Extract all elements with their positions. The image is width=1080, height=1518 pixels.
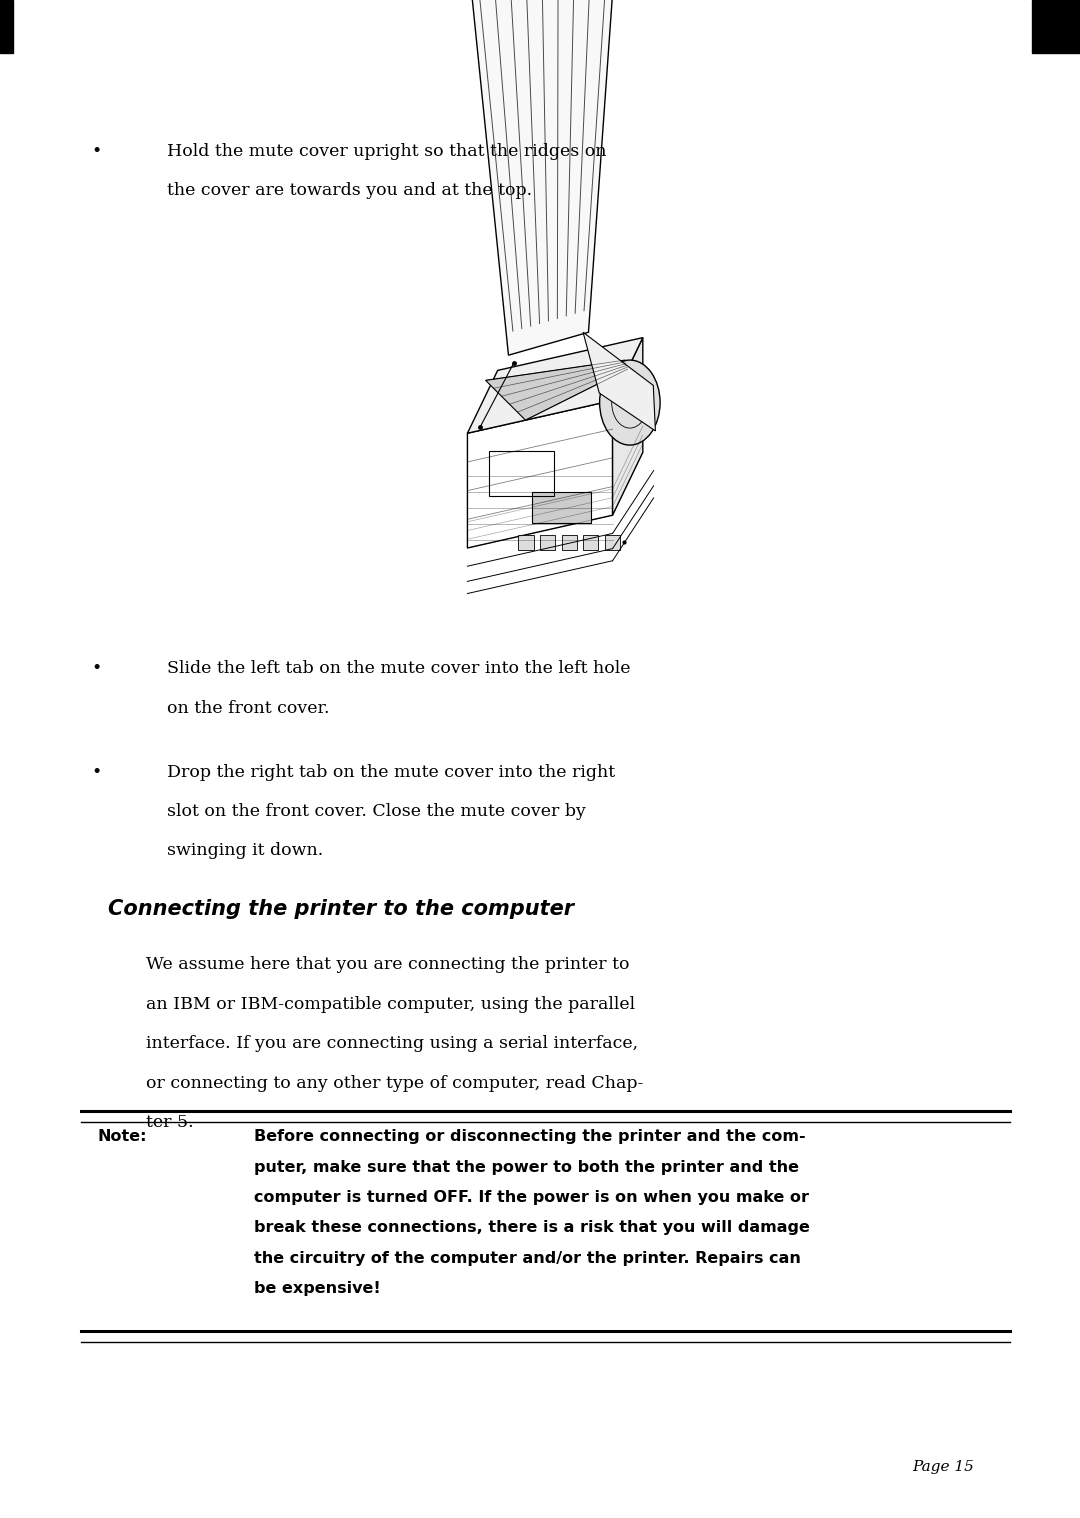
- Text: computer is turned OFF. If the power is on when you make or: computer is turned OFF. If the power is …: [254, 1190, 809, 1205]
- Bar: [540, 534, 555, 550]
- Text: break these connections, there is a risk that you will damage: break these connections, there is a risk…: [254, 1220, 810, 1236]
- Bar: [518, 534, 534, 550]
- Text: an IBM or IBM-compatible computer, using the parallel: an IBM or IBM-compatible computer, using…: [146, 996, 635, 1013]
- Polygon shape: [612, 337, 643, 515]
- Text: Page 15: Page 15: [913, 1460, 974, 1474]
- Text: on the front cover.: on the front cover.: [167, 700, 329, 716]
- Text: Connecting the printer to the computer: Connecting the printer to the computer: [108, 899, 573, 918]
- Text: Hold the mute cover upright so that the ridges on: Hold the mute cover upright so that the …: [167, 143, 607, 159]
- Text: •: •: [92, 764, 102, 780]
- Polygon shape: [486, 360, 627, 420]
- Text: •: •: [92, 143, 102, 159]
- Text: •: •: [92, 660, 102, 677]
- Text: Slide the left tab on the mute cover into the left hole: Slide the left tab on the mute cover int…: [167, 660, 631, 677]
- Polygon shape: [444, 0, 632, 355]
- Text: swinging it down.: swinging it down.: [167, 842, 324, 859]
- Text: be expensive!: be expensive!: [254, 1281, 380, 1296]
- Text: the circuitry of the computer and/or the printer. Repairs can: the circuitry of the computer and/or the…: [254, 1251, 800, 1266]
- Text: ter 5.: ter 5.: [146, 1114, 193, 1131]
- Bar: [0, 0, 13, 53]
- Text: Before connecting or disconnecting the printer and the com-: Before connecting or disconnecting the p…: [254, 1129, 806, 1145]
- Bar: [531, 492, 592, 522]
- Text: puter, make sure that the power to both the printer and the: puter, make sure that the power to both …: [254, 1160, 799, 1175]
- Text: slot on the front cover. Close the mute cover by: slot on the front cover. Close the mute …: [167, 803, 586, 820]
- Text: interface. If you are connecting using a serial interface,: interface. If you are connecting using a…: [146, 1035, 638, 1052]
- Bar: [583, 534, 598, 550]
- Bar: [1032, 0, 1080, 53]
- Text: We assume here that you are connecting the printer to: We assume here that you are connecting t…: [146, 956, 630, 973]
- Text: Note:: Note:: [97, 1129, 147, 1145]
- Polygon shape: [468, 337, 643, 433]
- Text: the cover are towards you and at the top.: the cover are towards you and at the top…: [167, 182, 532, 199]
- Text: or connecting to any other type of computer, read Chap-: or connecting to any other type of compu…: [146, 1075, 644, 1091]
- Bar: [605, 534, 620, 550]
- Bar: [489, 451, 554, 496]
- Circle shape: [599, 360, 660, 445]
- Text: Drop the right tab on the mute cover into the right: Drop the right tab on the mute cover int…: [167, 764, 616, 780]
- Polygon shape: [583, 332, 656, 431]
- Bar: [562, 534, 577, 550]
